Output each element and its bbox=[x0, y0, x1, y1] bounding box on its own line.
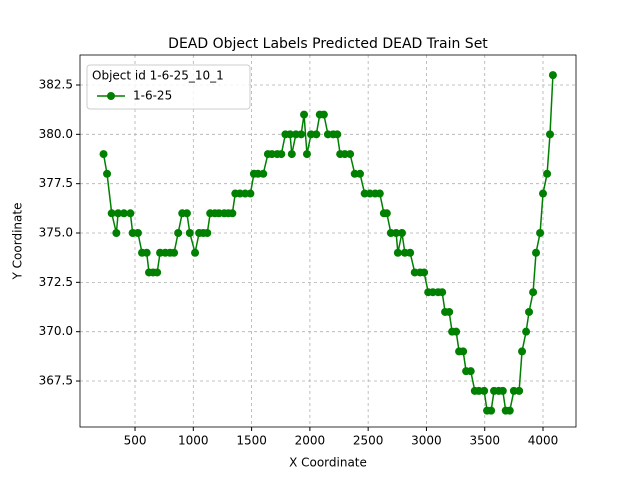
data-point bbox=[397, 229, 406, 238]
legend-marker bbox=[107, 92, 115, 100]
data-point bbox=[203, 229, 212, 238]
data-point bbox=[246, 189, 255, 198]
x-tick-label: 3500 bbox=[469, 434, 500, 448]
data-point bbox=[529, 288, 538, 297]
data-point bbox=[153, 268, 162, 277]
x-tick-label: 2500 bbox=[353, 434, 384, 448]
data-point bbox=[505, 406, 514, 415]
plot-frame bbox=[79, 54, 577, 428]
data-point bbox=[532, 248, 541, 257]
y-tick-label: 377.5 bbox=[39, 176, 73, 190]
data-point bbox=[277, 150, 286, 159]
data-point bbox=[480, 386, 489, 395]
data-point bbox=[515, 386, 524, 395]
x-tick-label: 500 bbox=[124, 434, 147, 448]
data-point bbox=[174, 229, 183, 238]
data-point bbox=[445, 307, 454, 316]
data-point bbox=[539, 189, 548, 198]
data-point bbox=[191, 248, 200, 257]
data-point bbox=[103, 169, 112, 178]
data-point bbox=[126, 209, 135, 218]
data-point bbox=[112, 229, 121, 238]
legend-label: 1-6-25 bbox=[133, 89, 172, 103]
data-point bbox=[287, 150, 296, 159]
data-point bbox=[406, 248, 415, 257]
data-point bbox=[548, 71, 557, 80]
data-point bbox=[333, 130, 342, 139]
data-point bbox=[302, 150, 311, 159]
data-point bbox=[375, 189, 384, 198]
data-point bbox=[522, 327, 531, 336]
data-point bbox=[459, 347, 468, 356]
data-point bbox=[319, 110, 328, 119]
data-point bbox=[546, 130, 555, 139]
y-tick-label: 370.0 bbox=[39, 324, 73, 338]
data-point bbox=[133, 229, 142, 238]
data-point bbox=[142, 248, 151, 257]
data-point bbox=[228, 209, 237, 218]
data-point bbox=[297, 130, 306, 139]
data-point bbox=[114, 209, 123, 218]
data-point bbox=[355, 169, 364, 178]
data-point bbox=[170, 248, 179, 257]
x-tick-label: 2000 bbox=[295, 434, 326, 448]
y-axis-label: Y Coordinate bbox=[11, 203, 25, 281]
data-point bbox=[119, 209, 128, 218]
data-point bbox=[498, 386, 507, 395]
data-point bbox=[107, 209, 116, 218]
data-point bbox=[393, 248, 402, 257]
legend-box bbox=[86, 64, 251, 110]
y-tick-label: 367.5 bbox=[39, 374, 73, 388]
data-point bbox=[185, 229, 194, 238]
data-point bbox=[518, 347, 527, 356]
data-point bbox=[392, 229, 401, 238]
y-tick-label: 382.5 bbox=[39, 77, 73, 91]
y-tick-label: 372.5 bbox=[39, 275, 73, 289]
legend-title: Object id 1-6-25_10_1 bbox=[92, 69, 224, 83]
x-tick-label: 1000 bbox=[178, 434, 209, 448]
y-tick-label: 375.0 bbox=[39, 226, 73, 240]
data-point bbox=[382, 209, 391, 218]
data-point bbox=[466, 367, 475, 376]
chart-title: DEAD Object Labels Predicted DEAD Train … bbox=[168, 36, 488, 52]
y-tick-label: 380.0 bbox=[39, 127, 73, 141]
data-point bbox=[452, 327, 461, 336]
data-point bbox=[99, 150, 108, 159]
x-axis-label: X Coordinate bbox=[289, 456, 367, 470]
data-point bbox=[346, 150, 355, 159]
x-tick-label: 3000 bbox=[411, 434, 442, 448]
data-point bbox=[259, 169, 268, 178]
data-point bbox=[312, 130, 321, 139]
data-point bbox=[420, 268, 429, 277]
data-point bbox=[286, 130, 295, 139]
data-point bbox=[300, 110, 309, 119]
data-point bbox=[182, 209, 191, 218]
x-tick-label: 4000 bbox=[528, 434, 559, 448]
data-point bbox=[525, 307, 534, 316]
data-point bbox=[438, 288, 447, 297]
x-tick-label: 1500 bbox=[236, 434, 267, 448]
data-point bbox=[487, 406, 496, 415]
data-point bbox=[536, 229, 545, 238]
data-point bbox=[543, 169, 552, 178]
